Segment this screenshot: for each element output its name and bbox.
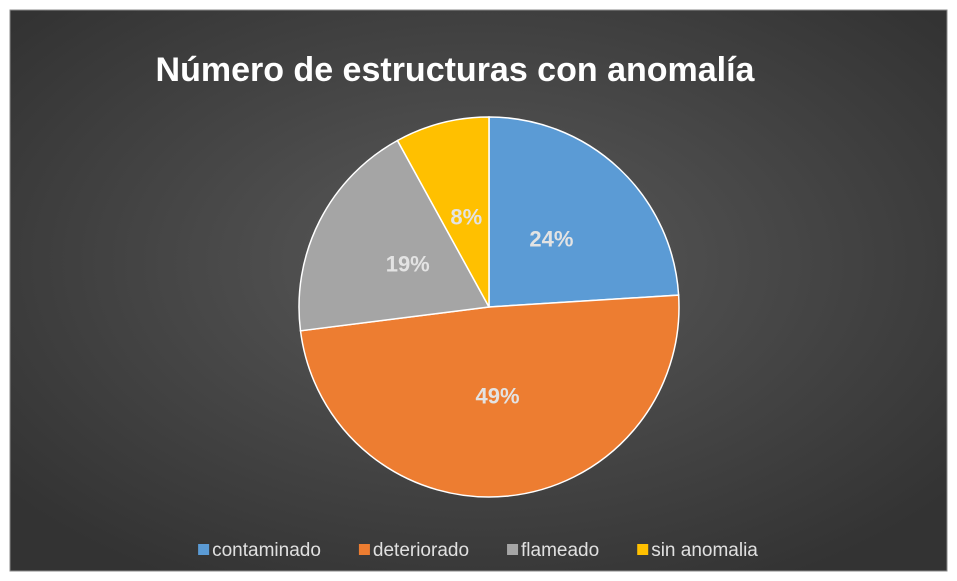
legend-label: sin anomalia bbox=[651, 540, 758, 561]
pie-slice bbox=[396, 116, 490, 308]
legend-marker bbox=[358, 544, 370, 555]
data-label: 8% bbox=[450, 204, 482, 229]
pie-slice bbox=[299, 294, 680, 498]
data-label: 49% bbox=[476, 384, 520, 409]
legend-label: deteriorado bbox=[373, 540, 469, 561]
legend-item: deteriorado bbox=[358, 540, 469, 561]
pie-slice bbox=[298, 139, 491, 332]
legend-item: flameado bbox=[507, 540, 599, 561]
legend-label: flameado bbox=[521, 540, 599, 561]
data-label: 19% bbox=[386, 251, 430, 276]
legend-marker bbox=[198, 544, 210, 555]
legend: contaminado deteriorado flameado sin anomal… bbox=[198, 540, 758, 561]
legend-item: sin anomalia bbox=[637, 540, 758, 561]
chart-title: Número de estructuras con anomalía bbox=[156, 51, 756, 89]
legend-marker bbox=[637, 544, 649, 555]
legend-label: contaminado bbox=[212, 540, 321, 561]
legend-item: contaminado bbox=[198, 540, 321, 561]
data-label: 24% bbox=[529, 226, 573, 251]
pie: 24% 49% 19% 8% bbox=[298, 116, 680, 498]
pie-slice bbox=[488, 116, 680, 308]
legend-marker bbox=[507, 544, 519, 555]
